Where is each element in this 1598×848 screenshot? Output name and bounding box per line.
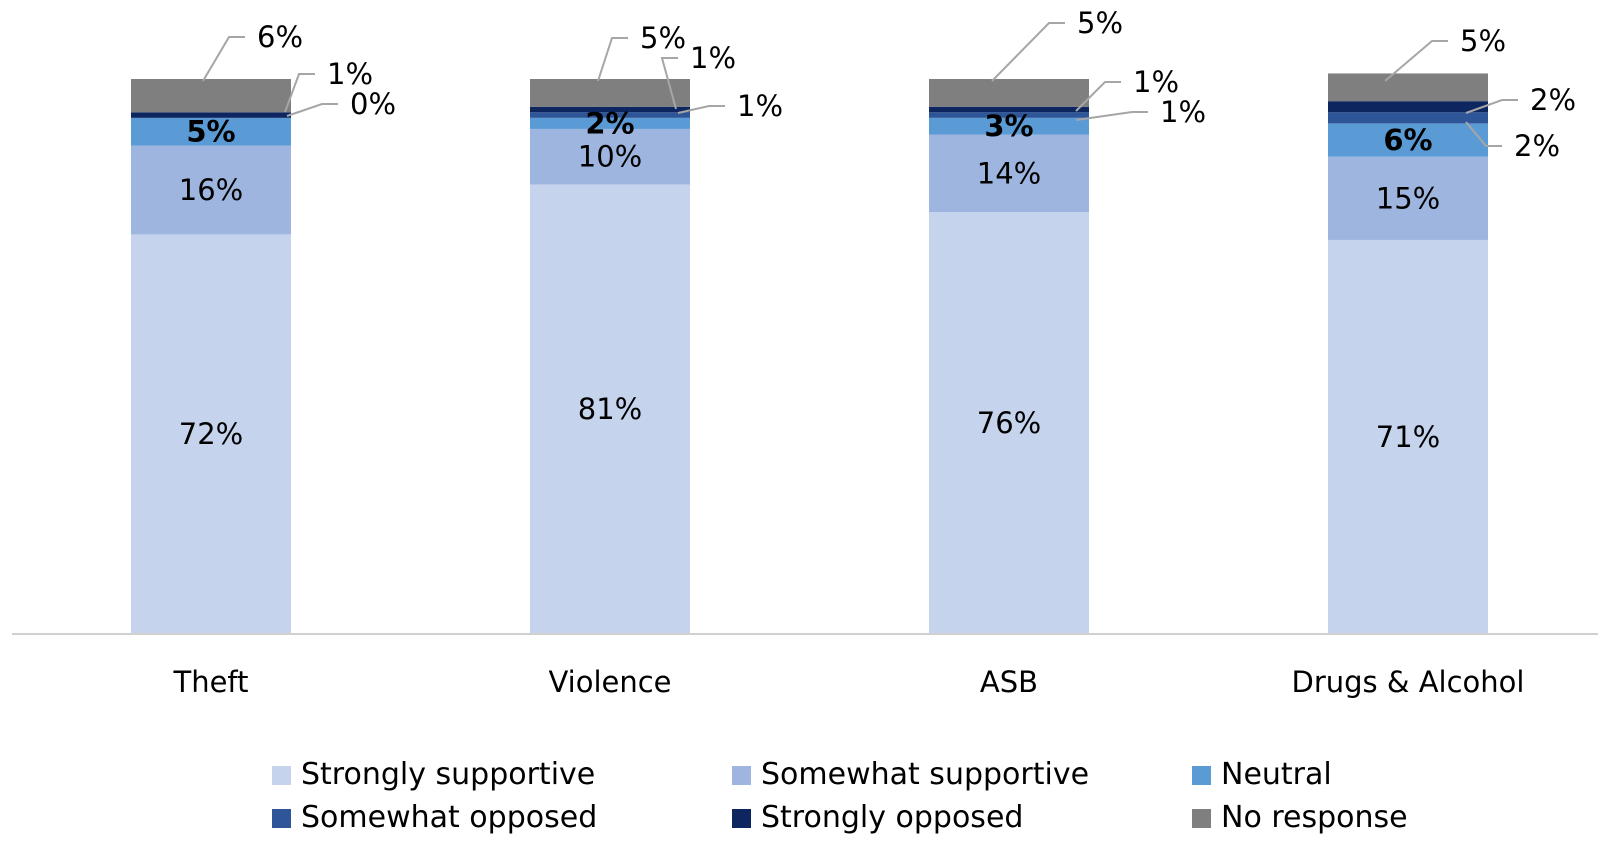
bars-layer (131, 73, 1488, 634)
leader-line-theft-somewhat-opposed (286, 103, 338, 117)
data-label-drugs-and-alcohol-somewhat-opposed: 2% (1514, 129, 1560, 163)
legend-label-strongly-supportive: Strongly supportive (301, 757, 595, 792)
data-label-asb-no-response: 5% (1077, 6, 1123, 40)
data-label-theft-strongly-opposed: 1% (327, 57, 373, 91)
bar-segment-drugs-and-alcohol-no-response (1328, 73, 1488, 102)
data-label-theft-neutral: 5% (186, 115, 235, 149)
legend-swatch-somewhat-supportive (732, 766, 751, 785)
data-labels-layer: 72%16%5%0%1%6%81%10%2%1%1%5%76%14%3% 1%1%… (179, 6, 1576, 454)
legend-label-strongly-opposed: Strongly opposed (761, 800, 1023, 835)
data-label-drugs-and-alcohol-strongly-opposed: 2% (1530, 83, 1576, 117)
bar-segment-drugs-and-alcohol-strongly-supportive (1328, 239, 1488, 634)
legend-label-somewhat-supportive: Somewhat supportive (761, 757, 1089, 792)
data-label-violence-strongly-supportive: 81% (578, 392, 642, 426)
bar-segment-theft-somewhat-supportive (131, 145, 291, 235)
bar-segment-violence-somewhat-opposed (530, 112, 690, 118)
category-label-violence: Violence (548, 665, 671, 699)
bar-segment-theft-neutral (131, 117, 291, 146)
leader-lines-layer (202, 22, 1518, 147)
bar-segment-asb-no-response (929, 79, 1089, 107)
category-label-asb: ASB (980, 665, 1038, 699)
data-label-asb-neutral: 3% (984, 109, 1033, 143)
leader-line-asb-no-response (991, 22, 1065, 82)
bar-segment-violence-strongly-opposed (530, 106, 690, 113)
legend-swatch-neutral (1192, 766, 1211, 785)
category-label-drugs-and-alcohol: Drugs & Alcohol (1292, 665, 1525, 699)
bar-segment-drugs-and-alcohol-neutral (1328, 123, 1488, 157)
bar-segment-drugs-and-alcohol-somewhat-supportive (1328, 156, 1488, 240)
data-label-drugs-and-alcohol-no-response: 5% (1460, 24, 1506, 58)
bar-segment-theft-strongly-opposed (131, 112, 291, 118)
legend-label-no-response: No response (1221, 800, 1408, 835)
data-label-theft-strongly-supportive: 72% (179, 417, 243, 451)
bar-segment-drugs-and-alcohol-somewhat-opposed (1328, 112, 1488, 124)
data-label-drugs-and-alcohol-somewhat-supportive: 15% (1376, 181, 1440, 215)
legend-swatch-no-response (1192, 809, 1211, 828)
bar-segment-violence-no-response (530, 79, 690, 107)
bar-segment-asb-somewhat-opposed (929, 112, 1089, 118)
data-label-violence-somewhat-opposed: 1% (737, 89, 783, 123)
leader-line-theft-strongly-opposed (284, 73, 315, 113)
data-label-drugs-and-alcohol-neutral: 6% (1383, 123, 1432, 157)
data-label-violence-somewhat-supportive: 10% (578, 140, 642, 174)
data-label-asb-strongly-opposed: 1% (1133, 65, 1179, 99)
data-label-violence-neutral: 2% (585, 106, 634, 140)
leader-line-violence-no-response (597, 37, 628, 82)
leader-line-theft-no-response (202, 36, 245, 82)
leader-line-asb-strongly-opposed (1075, 81, 1121, 112)
leader-line-violence-somewhat-opposed (677, 105, 725, 114)
data-label-asb-somewhat-opposed: 1% (1160, 95, 1206, 129)
leader-line-asb-somewhat-opposed (1075, 111, 1148, 121)
leader-line-drugs-and-alcohol-somewhat-opposed (1465, 121, 1502, 147)
legend-swatch-somewhat-opposed (272, 809, 291, 828)
bar-segment-violence-somewhat-supportive (530, 128, 690, 185)
leader-line-drugs-and-alcohol-no-response (1384, 40, 1448, 82)
data-label-theft-somewhat-opposed: 0% (350, 87, 396, 121)
bar-segment-theft-strongly-supportive (131, 234, 291, 634)
data-label-asb-somewhat-supportive: 14% (977, 156, 1041, 190)
legend-swatch-strongly-supportive (272, 766, 291, 785)
leader-line-drugs-and-alcohol-strongly-opposed (1465, 99, 1518, 114)
bar-segment-theft-no-response (131, 79, 291, 113)
legend-label-somewhat-opposed: Somewhat opposed (301, 800, 597, 835)
bar-segment-violence-strongly-supportive (530, 184, 690, 634)
category-label-theft: Theft (172, 665, 248, 699)
bar-segment-drugs-and-alcohol-strongly-opposed (1328, 101, 1488, 113)
bar-segment-asb-somewhat-supportive (929, 134, 1089, 213)
legend-label-neutral: Neutral (1221, 757, 1332, 792)
data-label-asb-strongly-supportive: 76% (977, 406, 1041, 440)
data-label-theft-no-response: 6% (257, 20, 303, 54)
legend-swatch-strongly-opposed (732, 809, 751, 828)
legend: Strongly supportive Somewhat supportive Ne… (272, 757, 1408, 835)
data-label-theft-somewhat-supportive: 16% (179, 173, 243, 207)
bar-segment-asb-neutral (929, 117, 1089, 135)
category-labels: Theft Violence ASB Drugs & Alcohol (172, 665, 1524, 699)
leader-line-violence-strongly-opposed (660, 57, 678, 110)
bar-segment-violence-neutral (530, 117, 690, 129)
data-label-violence-no-response: 5% (640, 21, 686, 55)
bar-segment-asb-strongly-supportive (929, 212, 1089, 634)
data-label-violence-strongly-opposed: 1% (690, 41, 736, 75)
bar-segment-asb-strongly-opposed (929, 106, 1089, 113)
data-label-drugs-and-alcohol-strongly-supportive: 71% (1376, 420, 1440, 454)
